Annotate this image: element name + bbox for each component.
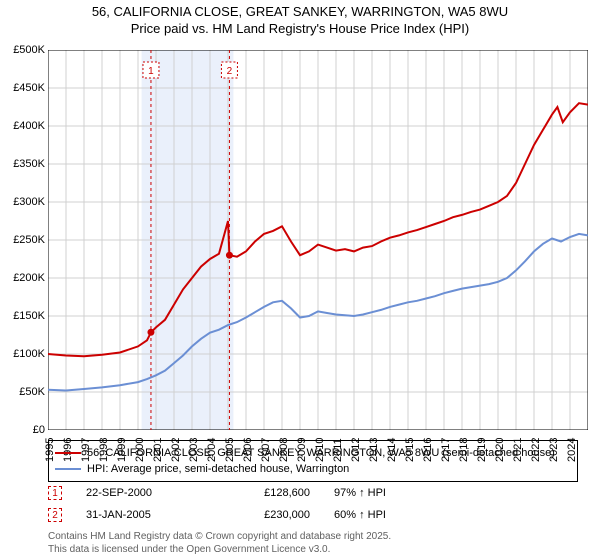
footer-attribution: Contains HM Land Registry data © Crown c…: [48, 531, 391, 556]
marker-1-delta: 97% ↑ HPI: [334, 487, 424, 499]
y-tick-label: £500K: [1, 44, 45, 56]
marker-1-date: 22-SEP-2000: [86, 487, 196, 499]
y-tick-label: £50K: [1, 386, 45, 398]
svg-text:1: 1: [148, 66, 154, 77]
marker-1-price: £128,600: [220, 487, 310, 499]
y-tick-label: £450K: [1, 82, 45, 94]
marker-badge-2: 2: [48, 508, 62, 522]
marker-2-date: 31-JAN-2005: [86, 509, 196, 521]
marker-2-delta: 60% ↑ HPI: [334, 509, 424, 521]
y-tick-label: £300K: [1, 196, 45, 208]
y-tick-label: £0: [1, 424, 45, 436]
legend-label-price-paid: 56, CALIFORNIA CLOSE, GREAT SANKEY, WARR…: [87, 447, 555, 459]
footer-line-1: Contains HM Land Registry data © Crown c…: [48, 531, 391, 544]
title-line-2: Price paid vs. HM Land Registry's House …: [0, 21, 600, 38]
y-tick-label: £250K: [1, 234, 45, 246]
title-line-1: 56, CALIFORNIA CLOSE, GREAT SANKEY, WARR…: [0, 4, 600, 21]
legend-swatch-hpi: [55, 468, 81, 470]
y-tick-label: £400K: [1, 120, 45, 132]
marker-row-1: 1 22-SEP-2000 £128,600 97% ↑ HPI: [48, 484, 424, 502]
chart-container: 56, CALIFORNIA CLOSE, GREAT SANKEY, WARR…: [0, 0, 600, 560]
marker-row-2: 2 31-JAN-2005 £230,000 60% ↑ HPI: [48, 506, 424, 524]
legend-row-price-paid: 56, CALIFORNIA CLOSE, GREAT SANKEY, WARR…: [55, 445, 571, 461]
y-tick-label: £350K: [1, 158, 45, 170]
svg-text:2: 2: [227, 66, 233, 77]
marker-2-price: £230,000: [220, 509, 310, 521]
chart-title: 56, CALIFORNIA CLOSE, GREAT SANKEY, WARR…: [0, 0, 600, 38]
y-tick-label: £100K: [1, 348, 45, 360]
chart-plot-area: 12: [48, 50, 588, 430]
legend-label-hpi: HPI: Average price, semi-detached house,…: [87, 463, 349, 475]
footer-line-2: This data is licensed under the Open Gov…: [48, 544, 391, 557]
legend: 56, CALIFORNIA CLOSE, GREAT SANKEY, WARR…: [48, 440, 578, 482]
y-tick-label: £200K: [1, 272, 45, 284]
legend-swatch-price-paid: [55, 452, 81, 454]
chart-svg: 12: [48, 50, 588, 430]
y-tick-label: £150K: [1, 310, 45, 322]
legend-row-hpi: HPI: Average price, semi-detached house,…: [55, 461, 571, 477]
marker-badge-1: 1: [48, 486, 62, 500]
